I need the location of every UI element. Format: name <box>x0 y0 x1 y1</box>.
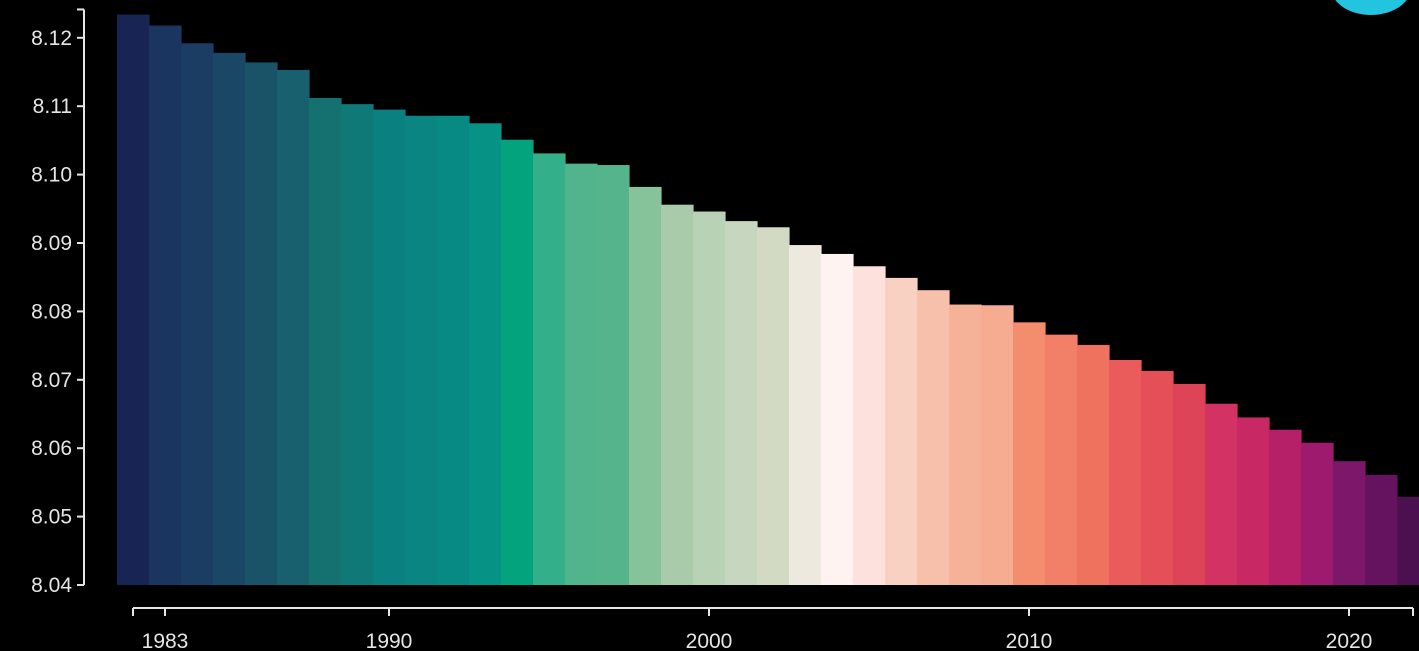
bar-1990 <box>373 109 406 586</box>
y-tick-label: 8.10 <box>31 164 72 187</box>
bar-2005 <box>853 266 886 585</box>
x-axis: 1983 1990 2000 2010 2020 <box>132 607 1414 651</box>
x-tick-label: 2000 <box>686 630 733 651</box>
bar-1988 <box>309 97 342 585</box>
bar-1995 <box>533 153 566 585</box>
x-tick-label: 2020 <box>1326 630 1373 651</box>
bars-group <box>117 14 1419 586</box>
x-tick-label: 2010 <box>1006 630 1053 651</box>
bar-1993 <box>469 123 502 586</box>
x-tick-label: 1990 <box>366 630 413 651</box>
bar-2003 <box>789 245 822 585</box>
bar-1985 <box>213 52 246 585</box>
bar-2017 <box>1237 417 1270 585</box>
bar-1986 <box>245 62 278 585</box>
corner-badge <box>1331 0 1411 15</box>
y-axis: 8.04 8.05 8.06 8.07 8.08 8.09 8.10 8.11 8.12 <box>31 8 85 597</box>
y-tick-label: 8.06 <box>31 437 72 460</box>
bar-1982 <box>117 14 150 585</box>
bar-2001 <box>725 221 758 585</box>
bar-1983 <box>149 25 182 586</box>
x-tick-label: 1983 <box>142 630 189 651</box>
bar-2016 <box>1205 403 1238 585</box>
bar-1996 <box>565 163 598 585</box>
bar-1984 <box>181 43 214 586</box>
bar-2019 <box>1301 442 1334 585</box>
bar-2013 <box>1109 359 1142 585</box>
bar-1987 <box>277 69 310 585</box>
bar-1989 <box>341 104 374 585</box>
bar-2012 <box>1077 344 1110 585</box>
bar-2021 <box>1365 474 1398 585</box>
y-tick-label: 8.09 <box>31 232 72 255</box>
bar-1992 <box>437 115 470 585</box>
y-tick-label: 8.04 <box>31 574 72 597</box>
bar-2020 <box>1333 461 1366 585</box>
bar-1999 <box>661 204 694 586</box>
bar-2004 <box>821 253 854 585</box>
bar-2000 <box>693 211 726 585</box>
bar-2008 <box>949 304 982 585</box>
bar-1994 <box>501 139 534 585</box>
bar-1997 <box>597 165 630 586</box>
bar-1998 <box>629 186 662 586</box>
y-tick-label: 8.07 <box>31 369 72 392</box>
y-tick-label: 8.11 <box>33 95 72 118</box>
y-tick-label: 8.12 <box>31 27 72 50</box>
bar-2006 <box>885 277 918 585</box>
bar-2014 <box>1141 370 1174 585</box>
bar-2009 <box>981 305 1014 585</box>
bar-2002 <box>757 227 790 585</box>
y-tick-label: 8.05 <box>31 506 72 529</box>
bar-2022 <box>1397 496 1419 585</box>
bar-2015 <box>1173 383 1206 585</box>
bar-2007 <box>917 290 950 585</box>
bar-2010 <box>1013 322 1046 585</box>
bar-2018 <box>1269 429 1302 585</box>
bar-1991 <box>405 115 438 585</box>
y-tick-label: 8.08 <box>31 300 72 323</box>
bar-2011 <box>1045 334 1078 585</box>
